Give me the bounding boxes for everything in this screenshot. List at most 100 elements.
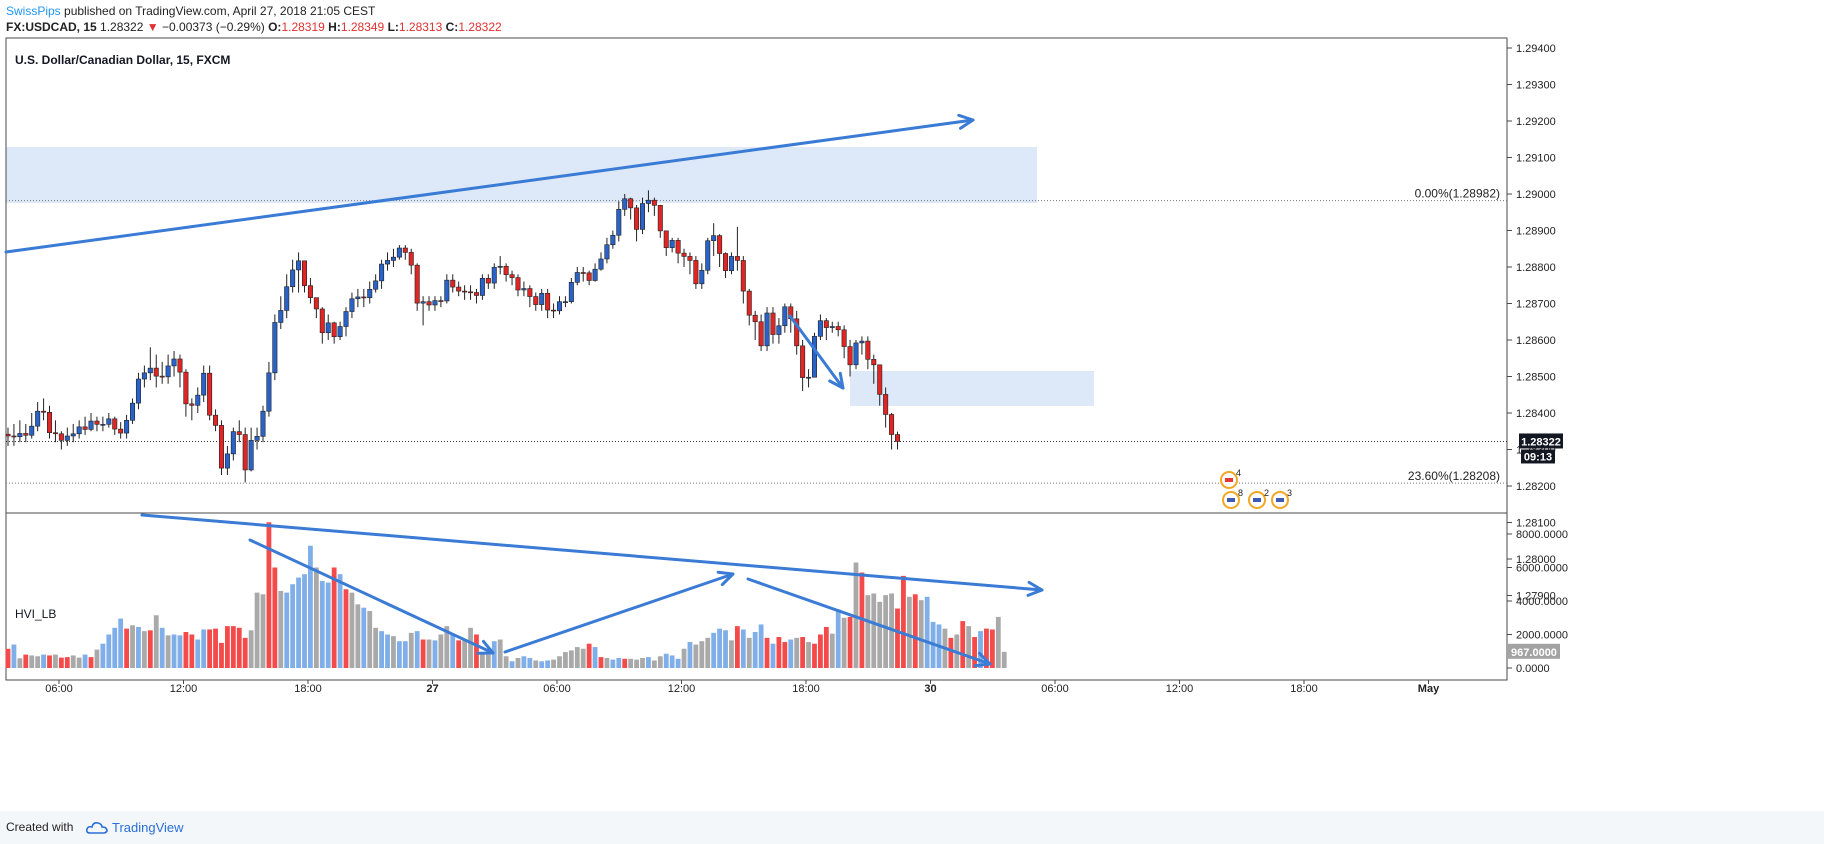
candle-body: [106, 418, 112, 425]
volume-bar: [319, 580, 325, 668]
rising-trendline-arrow-head: [957, 113, 975, 130]
volume-bar: [165, 635, 171, 668]
candle-body: [88, 420, 94, 430]
volume-bar: [853, 562, 859, 668]
candle-body: [284, 286, 290, 311]
chart-canvas[interactable]: 0.00%(1.28982)23.60%(1.28208) 1.29400 1.2…: [0, 0, 1824, 811]
volume-bar: [130, 625, 135, 668]
volume-bar: [924, 596, 930, 668]
volume-bar: [871, 593, 877, 668]
volume-bar: [966, 626, 972, 668]
volume-bar: [414, 631, 420, 668]
downward-target-arrow: [788, 314, 845, 390]
candle-body: [723, 253, 729, 271]
volume-bar: [88, 657, 94, 668]
candle-body: [171, 358, 177, 367]
candle-body: [675, 240, 681, 254]
volume-bar: [391, 636, 396, 668]
volume-bar: [693, 644, 699, 668]
candle-body: [76, 426, 82, 435]
candle-body: [438, 300, 444, 302]
volume-bar: [794, 637, 800, 668]
candle-body: [539, 292, 545, 305]
chart-frame: [5, 37, 1508, 681]
flag-stripe-icon: [1253, 498, 1261, 502]
candle-body: [367, 288, 373, 298]
trend-drawings[interactable]: [4, 113, 1044, 668]
volume-bar: [284, 592, 290, 668]
candle-body: [456, 286, 462, 292]
volume-bar: [669, 655, 675, 668]
candle-body: [883, 394, 889, 415]
volume-bar: [740, 629, 746, 668]
volume-bar: [598, 657, 604, 668]
volume-bar: [687, 642, 693, 668]
volume-bar: [432, 640, 438, 668]
volume-bar: [628, 658, 634, 668]
volume-bar: [225, 626, 230, 668]
volume-bar: [11, 644, 17, 668]
fibonacci-levels: 0.00%(1.28982) 23.60%(1.28208): [6, 187, 1507, 484]
brand-name: TradingView: [112, 820, 184, 835]
volume-bar: [989, 629, 995, 668]
candle-body: [610, 234, 616, 246]
volume-bar: [468, 627, 473, 668]
candle-body: [841, 329, 847, 347]
target-zone: [850, 371, 1094, 406]
volume-bar: [260, 594, 266, 668]
candle-body: [82, 426, 88, 430]
symbol-label[interactable]: FX:USDCAD, 15: [6, 20, 97, 34]
price-tick-label: 1.29300: [1516, 80, 1556, 92]
resistance-zone: [6, 147, 1037, 203]
last-volume-box: [1508, 643, 1560, 659]
volume-bar: [213, 628, 218, 668]
volume-bar: [865, 595, 871, 668]
candle-body: [325, 322, 331, 334]
price-tick-label: 1.28100: [1516, 518, 1556, 530]
candle-body: [183, 371, 189, 405]
candle-body: [52, 432, 58, 435]
candle-body: [47, 411, 53, 434]
volume-bar: [189, 634, 195, 668]
candle-body: [432, 300, 438, 306]
tradingview-logo[interactable]: TradingView: [86, 820, 184, 835]
volume-bar: [960, 621, 966, 668]
candle-body: [574, 272, 580, 283]
candle-body: [390, 256, 396, 261]
open-label: O:: [268, 20, 282, 34]
volume-bar: [94, 649, 100, 668]
volume-bar: [835, 609, 841, 668]
author-link[interactable]: SwissPips: [6, 4, 61, 18]
volume-tick-label: 6000.0000: [1516, 563, 1568, 575]
candle-body: [556, 301, 562, 312]
candle-body: [35, 410, 41, 427]
candle-body: [313, 297, 319, 310]
candle-body: [527, 288, 533, 297]
volume-bar: [118, 618, 124, 668]
event-badges[interactable]: 4 8 2 3: [1220, 468, 1292, 509]
volume-bar: [847, 616, 853, 668]
volume-bar: [313, 567, 319, 668]
volume-bar: [527, 657, 533, 668]
volume-tick-label: 2000.0000: [1516, 630, 1568, 642]
volume-bar: [984, 628, 989, 668]
volume-bar: [236, 627, 242, 668]
candle-body: [509, 274, 515, 278]
fib-label: 0.00%(1.28982): [1415, 187, 1500, 201]
candle-body: [521, 288, 527, 291]
low-value: 1.28313: [398, 20, 443, 34]
volume-bar: [136, 626, 141, 668]
candle-body: [319, 308, 325, 334]
price-tick-label: 1.29400: [1516, 43, 1556, 55]
price-tick-label: 1.28200: [1516, 481, 1556, 493]
countdown-box: [1521, 449, 1555, 464]
candle-body: [746, 290, 752, 316]
volume-bar: [5, 648, 11, 668]
volume-bar: [586, 643, 592, 668]
last-price: 1.28322: [100, 20, 144, 34]
volume-bar: [640, 657, 645, 668]
volume-bar: [533, 660, 539, 668]
candle-body: [758, 321, 764, 347]
volume-bar: [545, 660, 551, 668]
volume-bar: [972, 637, 977, 668]
